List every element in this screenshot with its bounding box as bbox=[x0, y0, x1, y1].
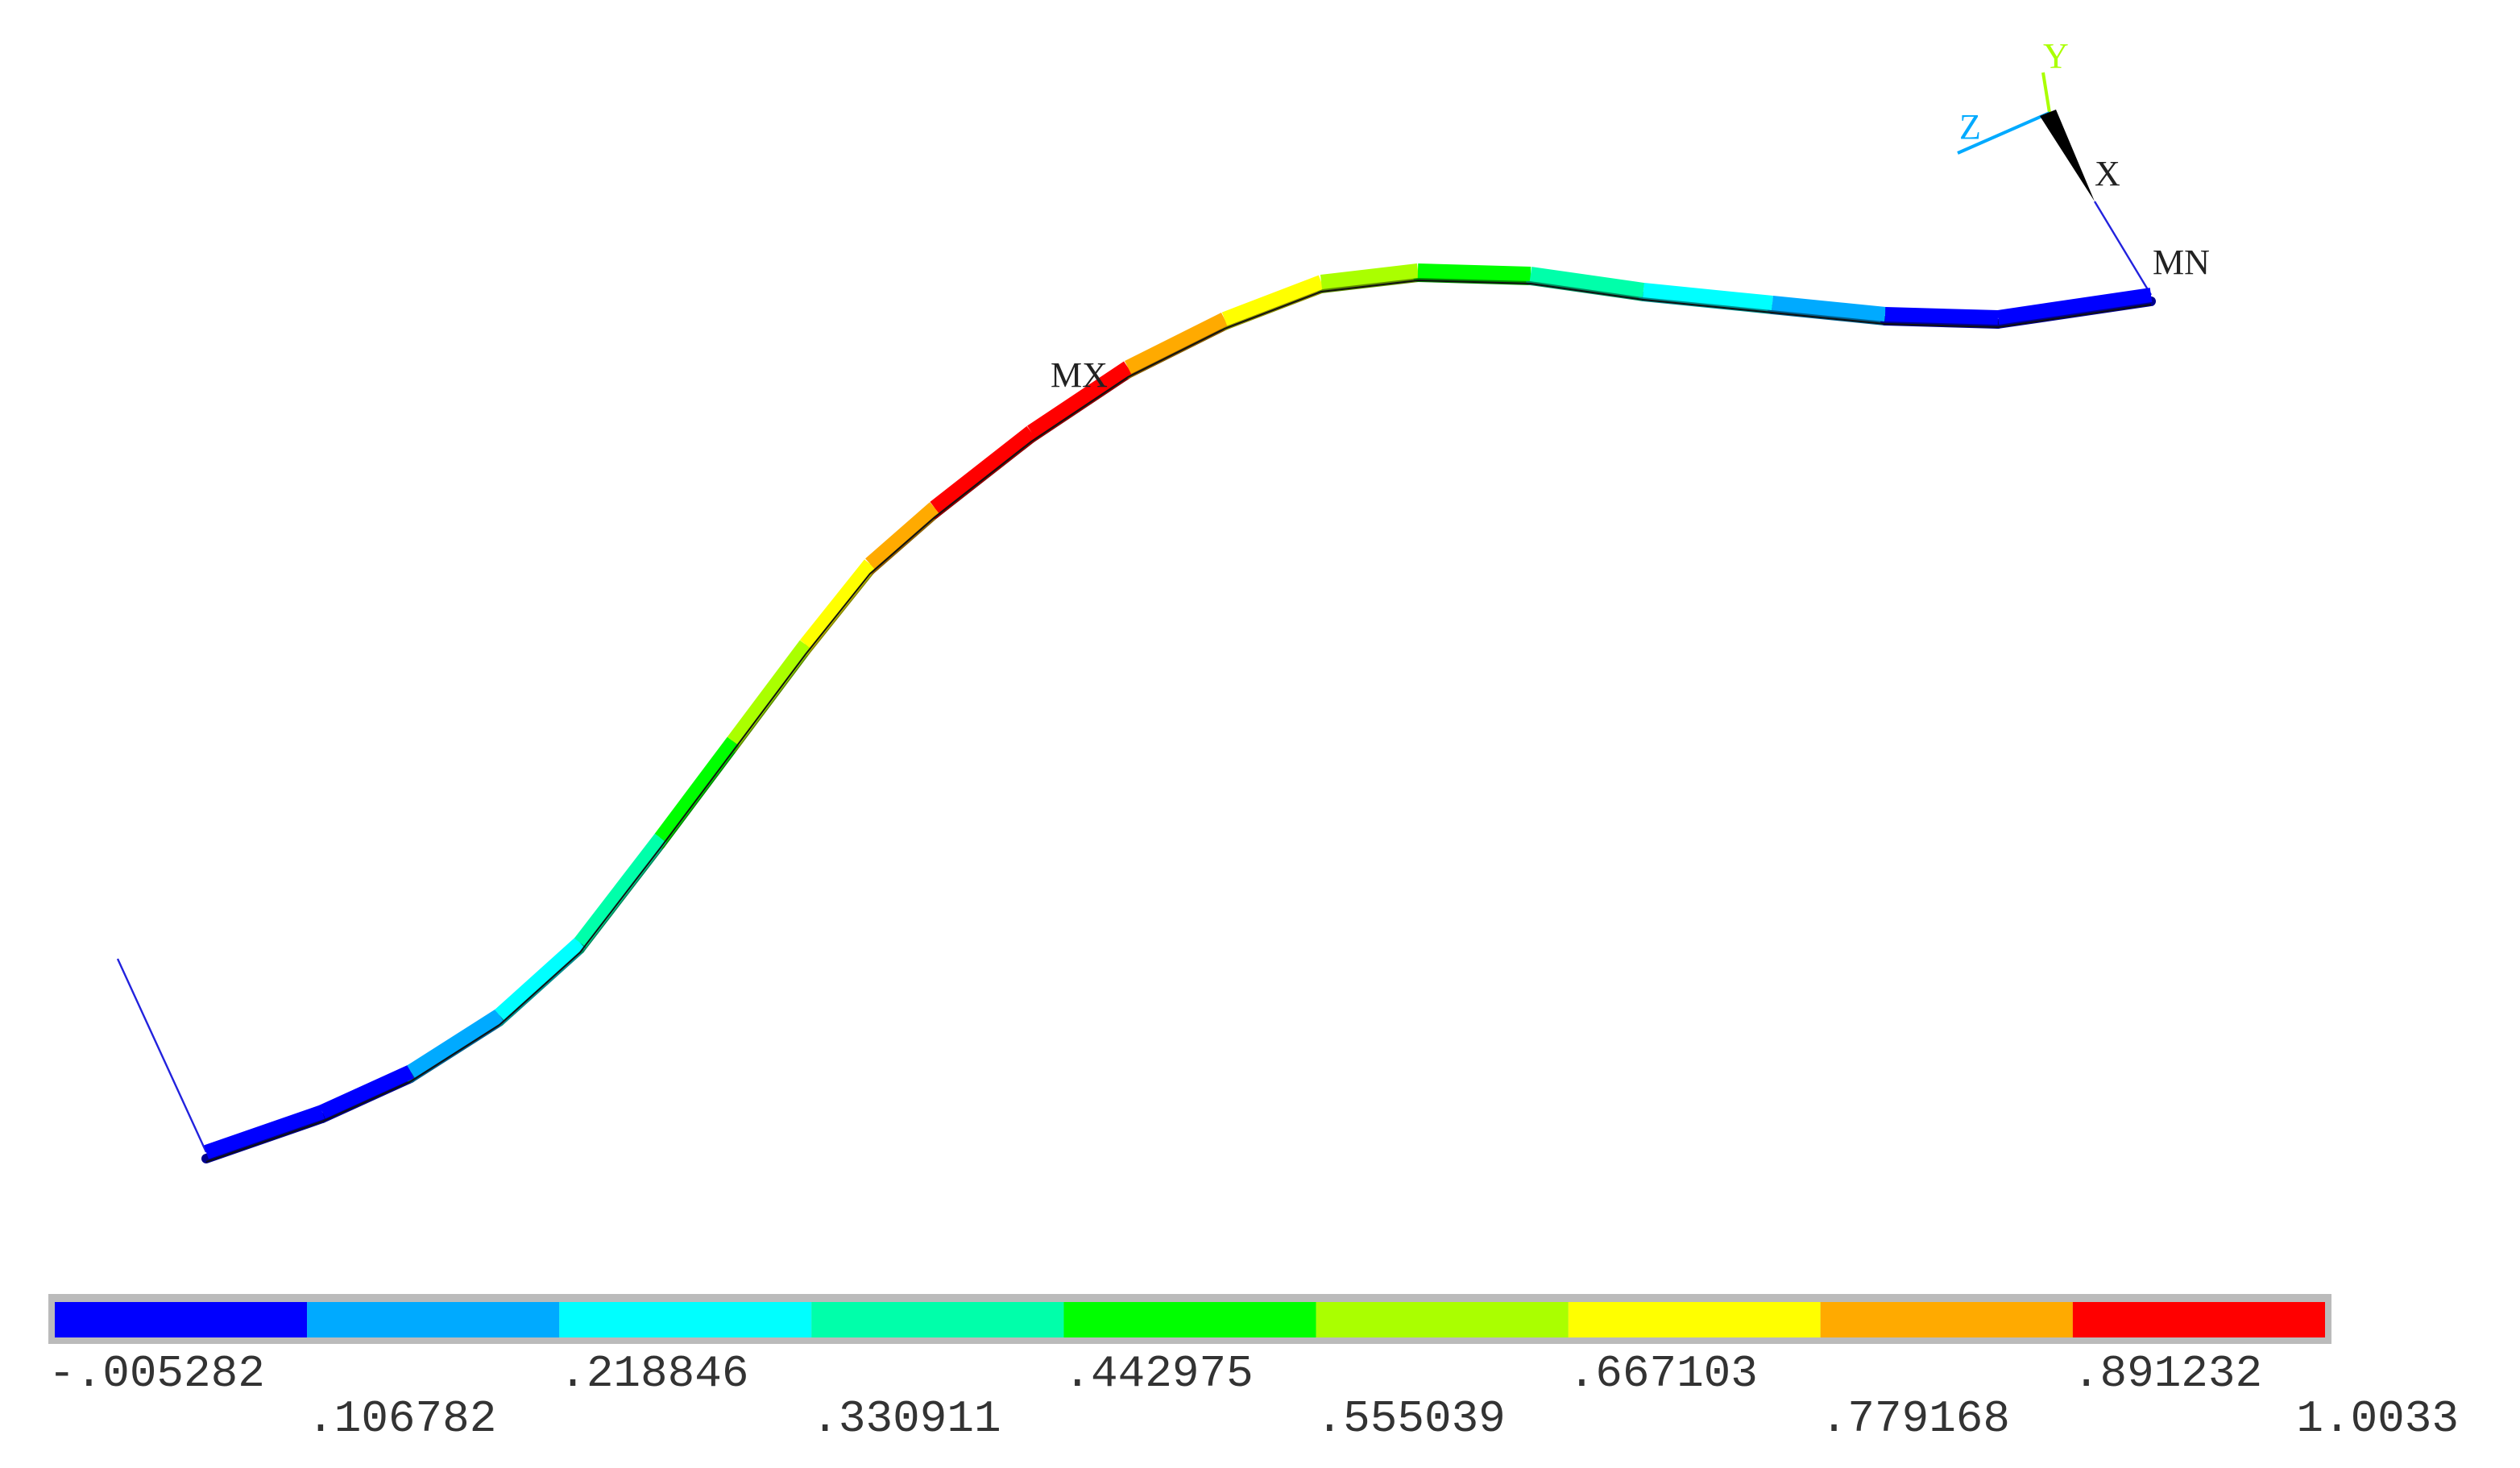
beam-segment bbox=[1027, 361, 1132, 438]
triad-label: X bbox=[2095, 154, 2120, 193]
beam-segment bbox=[204, 1105, 325, 1159]
beam-segment bbox=[319, 1064, 414, 1119]
beam-segment bbox=[1320, 263, 1420, 289]
legend-label: .106782 bbox=[307, 1393, 496, 1445]
triad-label: Y bbox=[2043, 36, 2069, 76]
beam-segment bbox=[1884, 307, 1999, 325]
support-line bbox=[2093, 201, 2153, 296]
max-marker: MX bbox=[1051, 355, 1108, 395]
legend-swatch bbox=[1063, 1302, 1316, 1337]
legend-label: .330911 bbox=[811, 1393, 1001, 1445]
legend-swatch bbox=[2072, 1302, 2325, 1337]
beam-segment bbox=[1417, 263, 1531, 281]
legend-label: .667103 bbox=[1569, 1348, 1758, 1400]
legend-swatch bbox=[307, 1302, 560, 1337]
triad-z-axis bbox=[1957, 111, 2050, 155]
beam-segment bbox=[1996, 288, 2153, 325]
beam-segment bbox=[930, 425, 1036, 514]
triad-y-axis bbox=[2041, 72, 2051, 114]
legend-label: .779168 bbox=[1821, 1393, 2010, 1445]
legend-swatch bbox=[55, 1302, 308, 1337]
legend-swatch bbox=[1316, 1302, 1569, 1337]
legend-label: .555039 bbox=[1316, 1393, 1506, 1445]
legend: -.005282 .106782 .218846 .330911 .442975 .555… bbox=[48, 1302, 2459, 1445]
legend-swatch bbox=[811, 1302, 1064, 1337]
legend-label: .442975 bbox=[1063, 1348, 1253, 1400]
legend-label: -.005282 bbox=[48, 1348, 265, 1400]
beam-segment bbox=[1643, 283, 1773, 310]
beam-segment bbox=[574, 833, 667, 948]
beam-segment bbox=[727, 640, 812, 746]
beam-segment bbox=[407, 1009, 504, 1078]
legend-label: .218846 bbox=[559, 1348, 748, 1400]
beam-segment bbox=[494, 937, 586, 1021]
support-line bbox=[116, 958, 208, 1153]
beam bbox=[201, 263, 2156, 1163]
triad-label: Z bbox=[1959, 107, 1981, 147]
beam-segment bbox=[799, 559, 877, 649]
triad-x-axis bbox=[2040, 110, 2095, 201]
beam-outline bbox=[205, 279, 2152, 1163]
legend-swatch bbox=[1568, 1302, 1821, 1337]
beam-segment bbox=[1221, 275, 1324, 326]
legend-label: .891232 bbox=[2073, 1348, 2262, 1400]
beam-segment bbox=[1772, 296, 1886, 321]
beam-segment bbox=[654, 736, 740, 843]
beam-segment bbox=[865, 502, 939, 570]
beam-segment bbox=[1529, 267, 1645, 297]
beam-segment bbox=[1124, 312, 1229, 375]
legend-swatch bbox=[1820, 1302, 2073, 1337]
min-marker: MN bbox=[2153, 243, 2210, 282]
legend-label: 1.0033 bbox=[2296, 1393, 2459, 1445]
legend-swatch bbox=[559, 1302, 812, 1337]
